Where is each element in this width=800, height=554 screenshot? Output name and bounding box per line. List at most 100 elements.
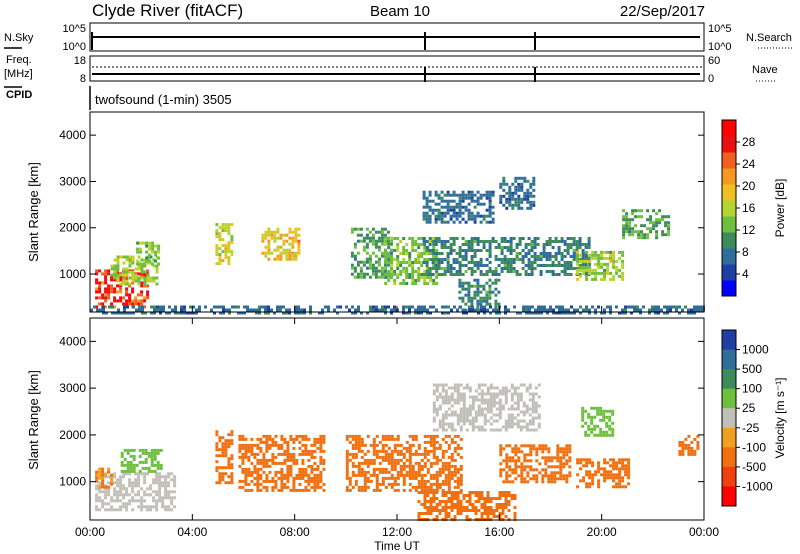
velocity-cell-region-5 [393,449,397,453]
power-cell-region-5 [362,236,366,240]
power-cell-region-6 [423,270,427,273]
velocity-cell-region-5 [351,485,355,489]
power-cell-region-11 [621,250,625,254]
power-cell-region-13 [267,311,270,315]
velocity-cell-region-6 [507,413,511,417]
velocity-cell-region-3 [230,463,234,467]
velocity-cell-region-5 [459,476,463,480]
power-cell-region-13 [333,308,336,312]
power-cell-region-0 [95,272,99,276]
velocity-cell-region-8 [568,447,572,451]
velocity-cell-region-8 [535,477,539,481]
power-cell-region-1 [122,276,126,280]
velocity-cell-region-5 [357,488,361,492]
velocity-cell-region-0 [164,505,168,509]
velocity-cell-region-0 [107,508,111,512]
velocity-cell-region-7 [429,503,433,506]
velocity-cell-region-7 [423,512,427,515]
power-cell-region-8 [533,261,537,264]
velocity-cell-region-8 [511,468,515,472]
velocity-cell-region-11 [687,449,691,453]
velocity-cell-region-0 [173,505,177,509]
power-cell-region-6 [396,237,400,240]
power-cell-region-8 [584,246,588,249]
power-cell-region-10 [476,308,480,312]
power-cell-region-10 [482,287,486,291]
velocity-cell-region-5 [378,440,382,444]
power-ytick-label: 4000 [59,128,86,142]
velocity-cell-region-0 [167,493,171,497]
velocity-cell-region-7 [507,509,511,512]
power-cell-region-8 [458,249,462,252]
velocity-cell-region-10 [590,415,594,419]
velocity-cell-region-11 [690,452,694,456]
power-cell-region-10 [497,290,501,294]
power-cell-region-5 [380,230,384,234]
power-cell-region-13 [255,311,258,315]
velocity-cell-region-6 [489,392,493,396]
power-cell-region-8 [563,273,567,276]
velocity-cell-region-0 [143,478,147,482]
velocity-cell-region-6 [462,419,466,423]
velocity-cell-region-7 [468,497,472,500]
velocity-cell-region-3 [224,454,228,458]
velocity-cell-region-7 [453,491,457,494]
velocity-cell-region-7 [444,506,448,509]
power-cell-region-11 [606,271,610,275]
power-cell-region-7 [470,217,474,221]
power-cell-region-5 [380,236,384,240]
velocity-cell-region-1 [110,482,114,486]
power-cell-region-7 [488,205,492,209]
power-cell-region-7 [464,220,468,224]
velocity-cell-region-11 [678,452,682,456]
velocity-cell-region-6 [531,407,535,411]
velocity-cell-region-5 [402,461,406,465]
velocity-cell-region-6 [450,422,454,426]
velocity-cell-region-5 [384,470,388,474]
power-cell-region-13 [417,311,420,315]
velocity-cell-region-6 [462,398,466,402]
power-cell-region-0 [101,293,105,297]
velocity-cell-region-5 [354,446,358,450]
velocity-cell-region-6 [444,392,448,396]
velocity-cell-region-5 [456,434,460,438]
power-cell-region-10 [488,287,492,291]
power-cell-region-3 [218,259,222,263]
velocity-cell-region-6 [483,392,487,396]
power-cell-region-6 [423,279,427,282]
velocity-cell-region-8 [568,474,572,478]
velocity-cell-region-5 [417,470,421,474]
velocity-cell-region-5 [384,452,388,456]
velocity-cell-region-5 [390,473,394,477]
velocity-colorbar-segment [722,486,736,507]
power-cell-region-4 [270,251,274,255]
velocity-cell-region-0 [113,475,117,479]
power-cell-region-12 [622,230,626,234]
velocity-cell-region-4 [316,440,320,444]
power-cell-region-1 [128,264,132,268]
velocity-cell-region-0 [95,499,99,503]
power-cell-region-6 [405,252,409,255]
power-cell-region-13 [189,305,192,309]
power-cell-region-13 [543,305,546,309]
power-cell-region-8 [527,237,531,240]
power-cell-region-13 [375,305,378,309]
velocity-cell-region-0 [164,487,168,491]
power-cell-region-12 [661,233,665,237]
velocity-cell-region-0 [155,472,159,476]
velocity-cell-region-5 [402,473,406,477]
velocity-cell-region-8 [556,444,560,448]
velocity-cell-region-9 [615,464,619,468]
velocity-cell-region-0 [95,505,99,509]
power-cell-region-0 [128,293,132,297]
power-cell-region-8 [425,273,429,276]
power-cell-region-8 [545,252,549,255]
velocity-cell-region-5 [459,482,463,486]
power-cell-region-8 [479,273,483,276]
power-cell-region-9 [508,200,512,204]
power-cell-region-1 [119,273,123,277]
velocity-cell-region-0 [161,481,165,485]
velocity-cell-region-9 [597,470,601,474]
velocity-cell-region-9 [594,473,598,477]
velocity-cell-region-4 [301,476,305,480]
